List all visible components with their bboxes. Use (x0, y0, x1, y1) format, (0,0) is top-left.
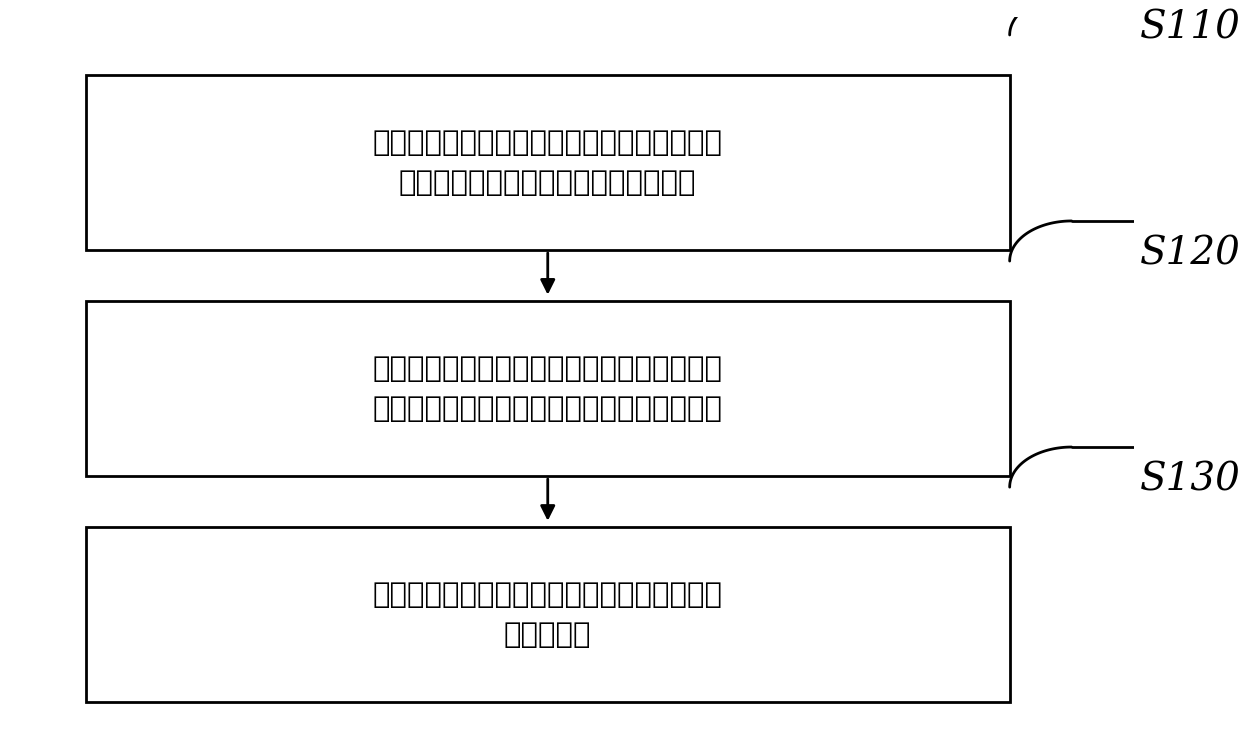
Text: S110: S110 (1140, 9, 1239, 46)
Text: 根据目标小区所属的小区类别，对目标小区进: 根据目标小区所属的小区类别，对目标小区进 (373, 581, 722, 608)
Bar (85, 527, 1010, 703)
Text: S130: S130 (1140, 462, 1239, 498)
Text: 根据多组关键数据和多条网络舆情数据预测多: 根据多组关键数据和多条网络舆情数据预测多 (373, 355, 722, 383)
Text: 个小区中小区负载将处于拥塞状态的目标小区: 个小区中小区负载将处于拥塞状态的目标小区 (373, 395, 722, 422)
Bar (85, 301, 1010, 476)
Bar (85, 75, 1010, 250)
Text: S120: S120 (1140, 235, 1239, 273)
Text: 个小区的小区负载相关的多组关键数据: 个小区的小区负载相关的多组关键数据 (399, 169, 696, 197)
Text: 行容量优化: 行容量优化 (504, 620, 591, 649)
Text: 获取多条网络舆情数据中与待优化区域中的多: 获取多条网络舆情数据中与待优化区域中的多 (373, 129, 722, 157)
